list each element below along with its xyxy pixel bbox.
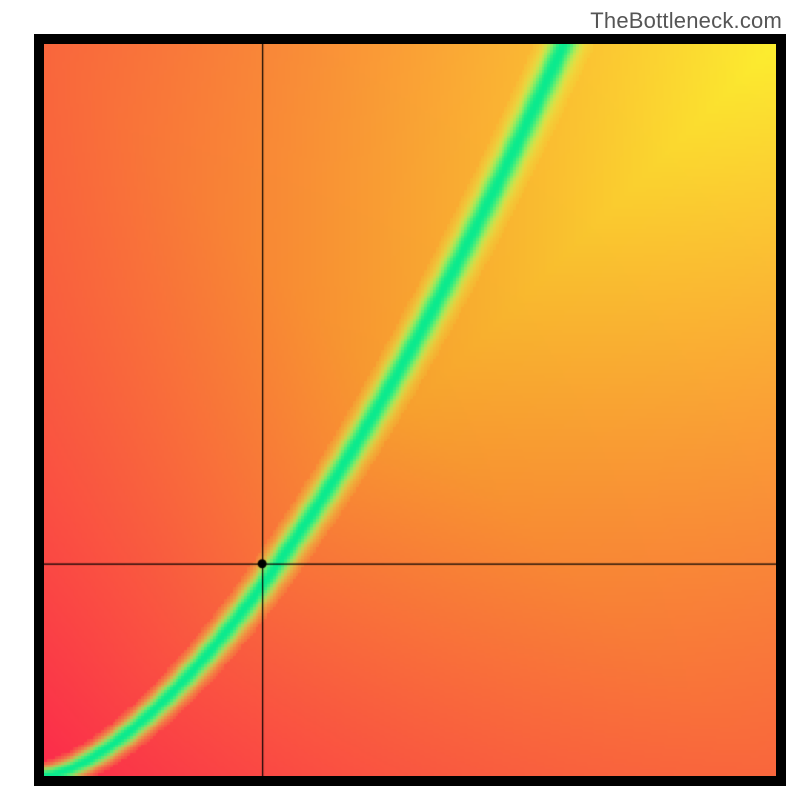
- heatmap-canvas: [44, 44, 776, 776]
- chart-container: TheBottleneck.com: [0, 0, 800, 800]
- watermark-text: TheBottleneck.com: [590, 8, 782, 34]
- plot-frame: [34, 34, 786, 786]
